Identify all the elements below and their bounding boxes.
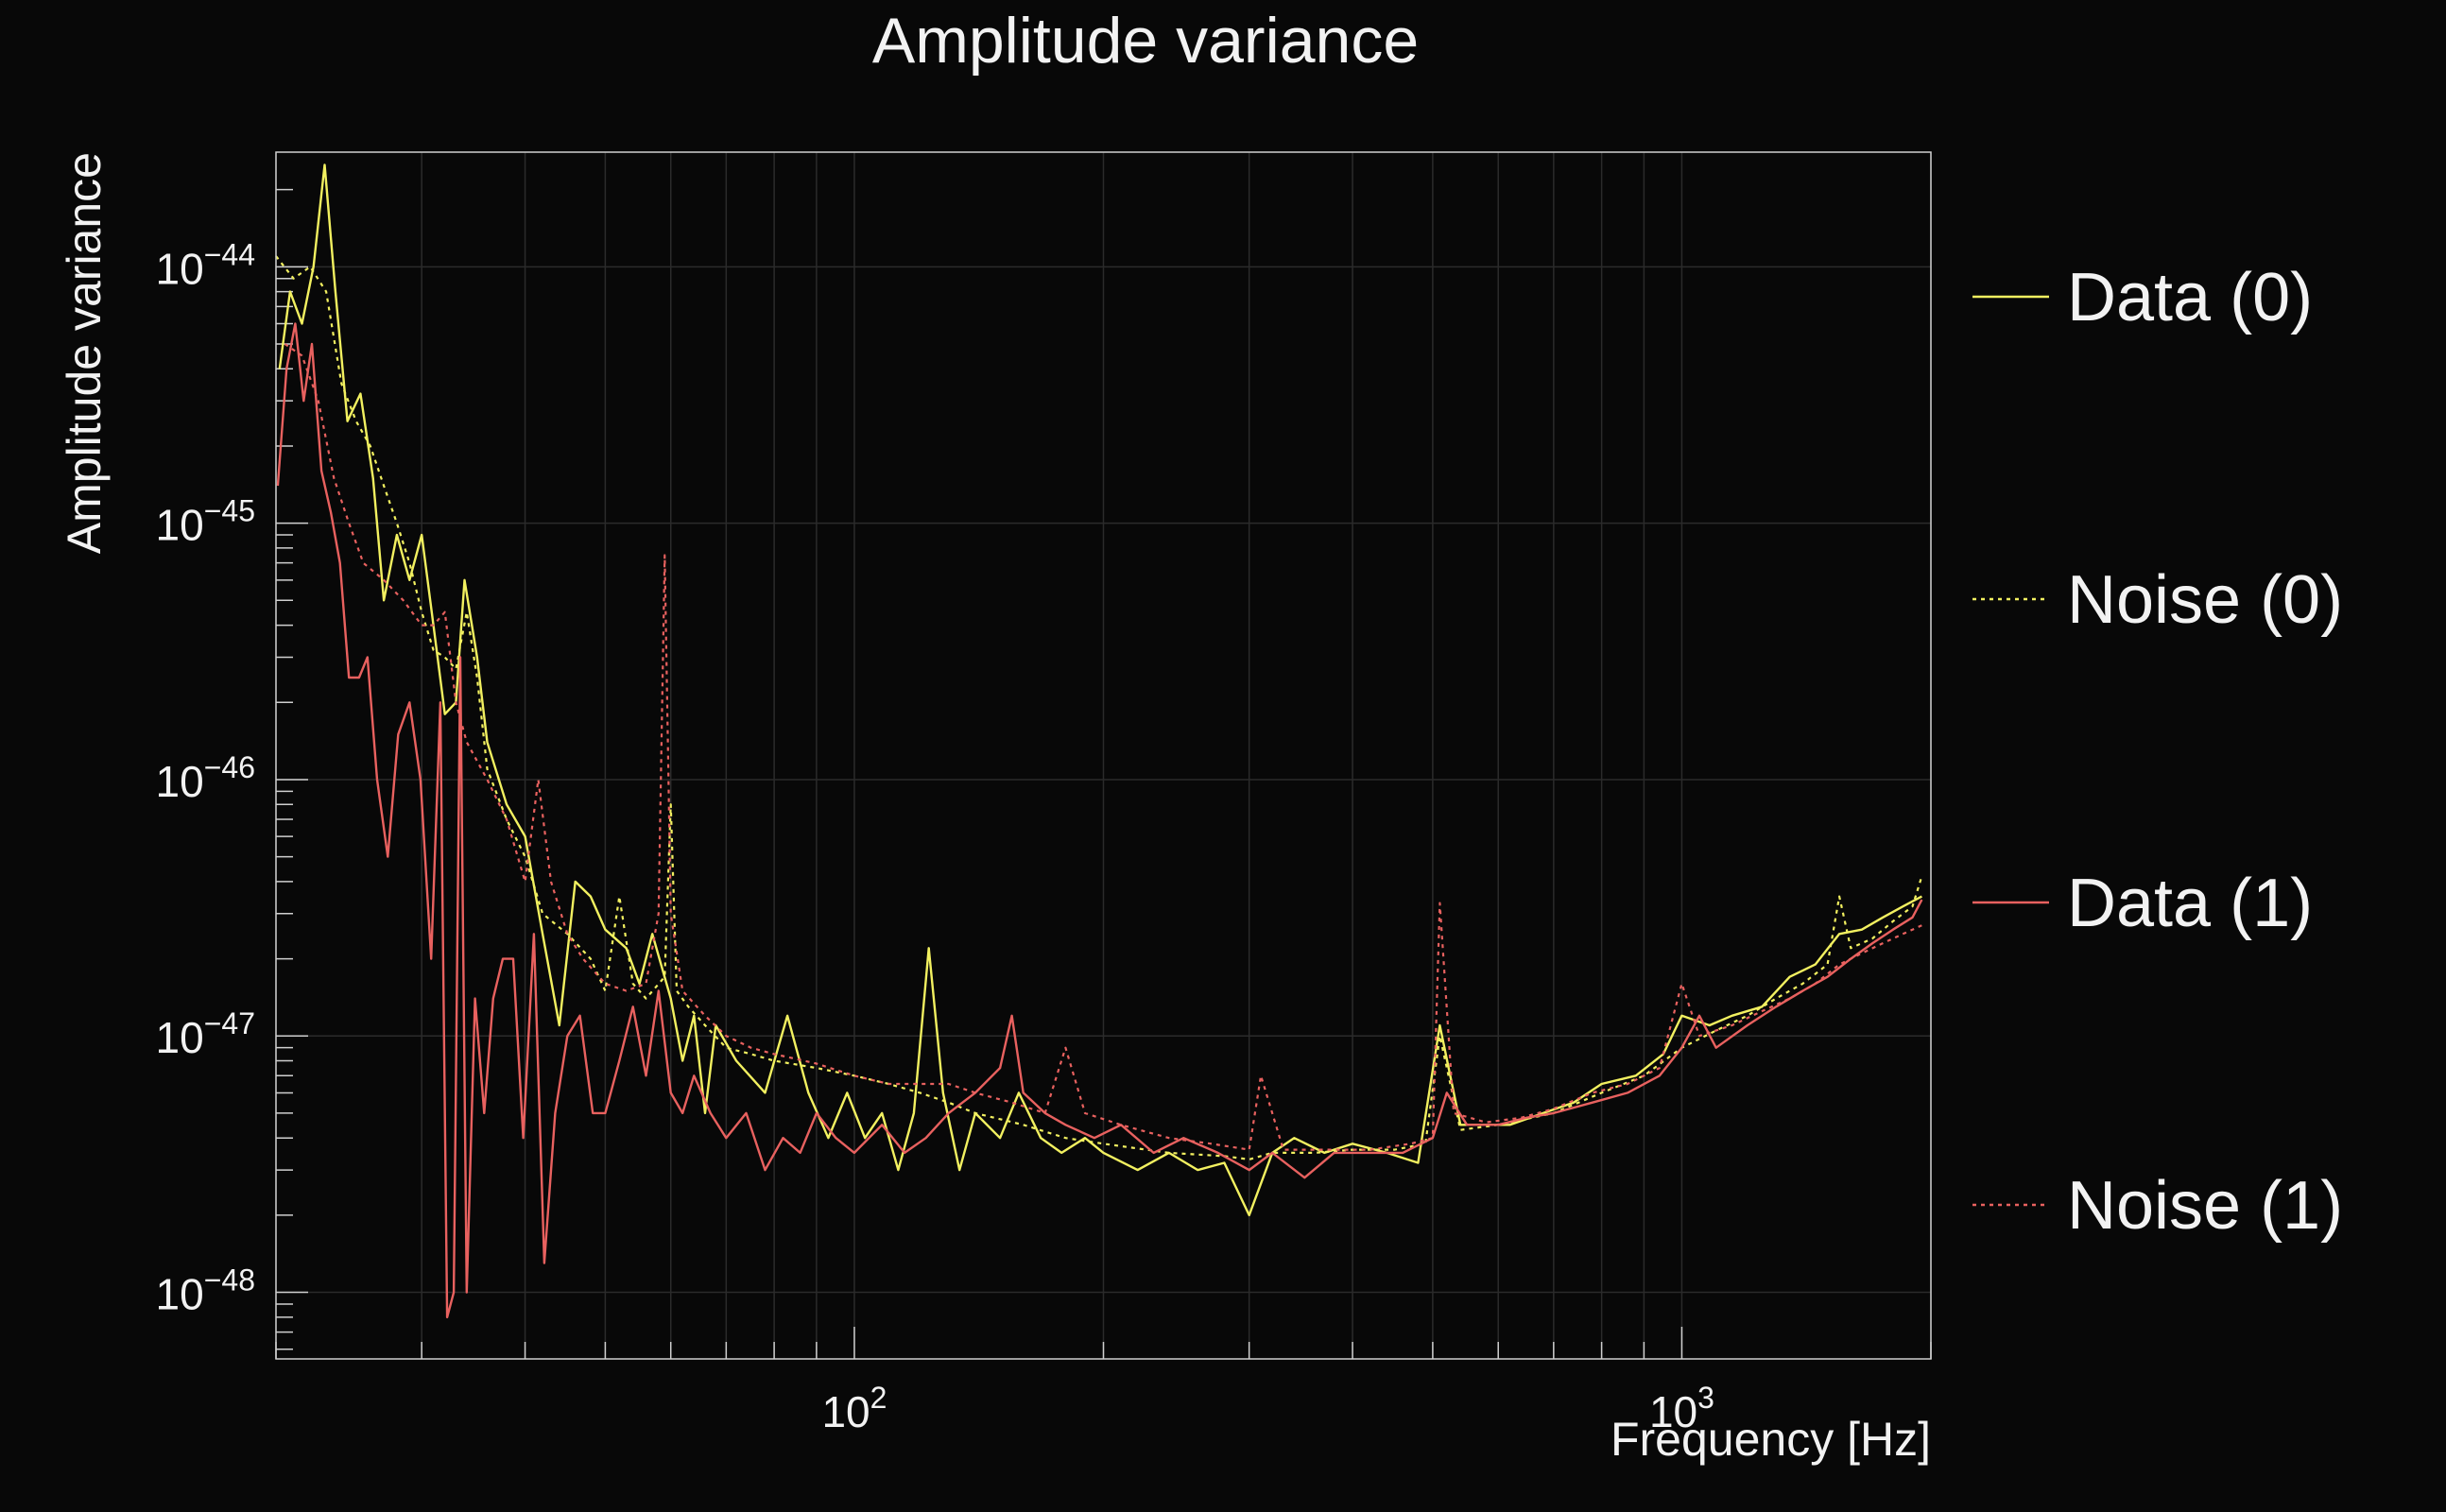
y-tick-label-base: 10 [156, 501, 204, 550]
y-tick-label-exponent: −47 [204, 1006, 255, 1040]
y-axis-label: Amplitude variance [58, 152, 111, 554]
x-tick-labels: 102 103 [821, 1381, 1714, 1436]
y-tick-label-base: 10 [156, 757, 204, 806]
y-tick-label-base: 10 [156, 1013, 204, 1062]
legend-label-1: Noise (0) [2067, 562, 2343, 638]
x-tick-label-base: 10 [1649, 1387, 1697, 1436]
y-tick-label: 10−48 [156, 1263, 255, 1319]
series-layer [275, 163, 1923, 1319]
y-tick-label-exponent: −44 [204, 237, 255, 271]
x-tick-label-exponent: 3 [1697, 1381, 1714, 1415]
grid [275, 152, 1932, 1359]
series-line-1 [275, 255, 1923, 1160]
legend-label-2: Data (1) [2067, 866, 2313, 941]
x-tick-label-base: 10 [821, 1387, 870, 1436]
y-tick-label: 10−46 [156, 750, 255, 806]
y-tick-label: 10−47 [156, 1006, 255, 1062]
series-line-2 [276, 322, 1923, 1319]
x-tick-label-exponent: 2 [870, 1381, 887, 1415]
chart-title: Amplitude variance [872, 5, 1419, 77]
y-tick-label-exponent: −45 [204, 494, 255, 528]
legend-label-0: Data (0) [2067, 260, 2313, 335]
legend: Data (0) Noise (0) Data (1) Noise (1) [1972, 260, 2343, 1244]
x-tick-label: 103 [1649, 1381, 1714, 1436]
y-tick-label-base: 10 [156, 1270, 204, 1319]
y-tick-label-exponent: −48 [204, 1263, 255, 1297]
y-tick-label-base: 10 [156, 244, 204, 293]
series-line-0 [278, 163, 1922, 1217]
y-tick-label-exponent: −46 [204, 750, 255, 784]
x-tick-label: 102 [821, 1381, 887, 1436]
legend-label-3: Noise (1) [2067, 1168, 2343, 1244]
x-axis-label: Frequency [Hz] [1611, 1413, 1931, 1466]
y-tick-label: 10−45 [156, 494, 255, 550]
y-tick-label: 10−44 [156, 237, 255, 293]
plot-frame [275, 151, 1932, 1360]
series-line-3 [284, 343, 1922, 1151]
